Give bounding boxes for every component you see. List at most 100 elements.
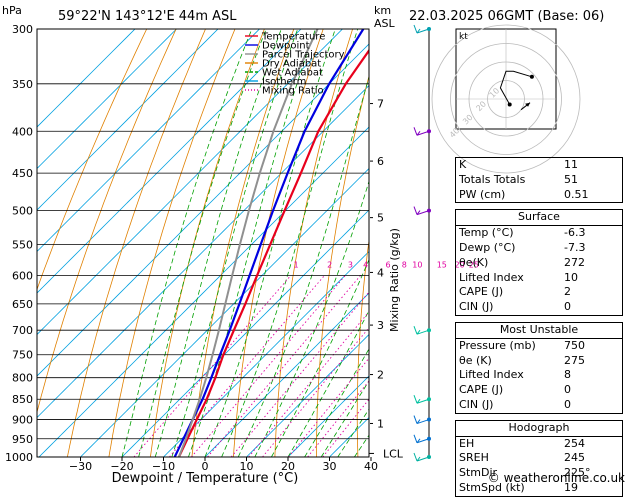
index-key: StmSpd (kt): [459, 481, 564, 496]
dry-adiabat-line: [67, 29, 205, 457]
pressure-tick-label: 850: [12, 393, 33, 406]
index-key: Totals Totals: [459, 173, 564, 188]
index-key: Pressure (mb): [459, 339, 564, 354]
wind-barb: [414, 416, 429, 424]
pressure-tick-label: 400: [12, 125, 33, 138]
mixing-ratio-label: 2: [327, 260, 332, 269]
dry-adiabat-line: [357, 29, 411, 457]
hodograph-unit: kt: [459, 32, 468, 42]
index-row: CIN (J)0: [456, 300, 622, 315]
mixing-ratio-lines: [134, 275, 469, 457]
x-tick-label: −30: [69, 460, 92, 473]
index-key: Temp (°C): [459, 226, 564, 241]
x-tick-label: 40: [364, 460, 378, 473]
km-tick-label: 2: [377, 369, 384, 382]
index-key: PW (cm): [459, 188, 564, 203]
index-key: K: [459, 158, 564, 173]
mixing-ratio-label: 15: [437, 260, 447, 269]
index-row: CAPE (J)2: [456, 285, 622, 300]
mixing-ratio-line: [289, 275, 437, 457]
pressure-tick-label: 750: [12, 349, 33, 362]
index-value: 225°: [564, 466, 622, 481]
dry-adiabat-line: [109, 29, 235, 457]
wind-barb: [414, 25, 429, 33]
index-value: 51: [564, 173, 622, 188]
pressure-tick-label: 800: [12, 372, 33, 385]
hodograph-start-dot: [508, 103, 512, 107]
index-row: PW (cm)0.51: [456, 188, 622, 203]
pressure-tick-label: 550: [12, 238, 33, 251]
mixing-ratio-label: 1: [294, 260, 299, 269]
legend-label: Mixing Ratio: [262, 86, 324, 97]
hodograph-end-dot: [530, 75, 534, 79]
index-key: CAPE (J): [459, 383, 564, 398]
index-row: CIN (J)0: [456, 398, 622, 413]
dry-adiabat-line: [150, 29, 264, 457]
index-key: SREH: [459, 451, 564, 466]
index-value: 272: [564, 256, 622, 271]
index-row: θe (K)275: [456, 354, 622, 369]
index-value: 19: [564, 481, 622, 496]
index-row: Pressure (mb)750: [456, 339, 622, 354]
km-tick-label: 7: [377, 98, 384, 111]
index-row: CAPE (J)0: [456, 383, 622, 398]
index-row: Temp (°C)-6.3: [456, 226, 622, 241]
index-value: 0.51: [564, 188, 622, 203]
index-row: Dewp (°C)-7.3: [456, 241, 622, 256]
wind-barb: [414, 395, 429, 403]
pressure-tick-label: 700: [12, 324, 33, 337]
index-value: 10: [564, 271, 622, 286]
mixing-ratio-axis-title: Mixing Ratio (g/kg): [388, 228, 401, 332]
pressure-tick-label: 350: [12, 78, 33, 91]
index-value: 254: [564, 437, 622, 452]
mixing-ratio-line: [134, 275, 291, 457]
pressure-tick-label: 600: [12, 269, 33, 282]
index-key: θe (K): [459, 354, 564, 369]
wind-barb: [414, 207, 429, 215]
most-unstable-title: Most Unstable: [456, 323, 622, 338]
index-key: CAPE (J): [459, 285, 564, 300]
index-key: CIN (J): [459, 300, 564, 315]
wet-adiabat-line: [122, 29, 252, 457]
km-tick-label: 1: [377, 417, 384, 430]
wind-barb: [414, 326, 429, 334]
km-tick-label: 4: [377, 266, 384, 279]
pressure-tick-labels: 3003504004505005506006507007508008509009…: [5, 23, 33, 464]
index-key: CIN (J): [459, 398, 564, 413]
hodograph-title: Hodograph: [456, 421, 622, 436]
index-value: 0: [564, 300, 622, 315]
x-axis-title: Dewpoint / Temperature (°C): [112, 471, 299, 486]
index-key: Lifted Index: [459, 368, 564, 383]
pressure-tick-label: 1000: [5, 451, 33, 464]
mixing-ratio-label: 4: [363, 260, 368, 269]
index-value: 750: [564, 339, 622, 354]
index-value: 0: [564, 383, 622, 398]
index-row: θe(K)272: [456, 256, 622, 271]
wind-profile: [414, 25, 431, 461]
height-unit-km: km: [374, 4, 391, 17]
isotherm-line: [0, 29, 384, 457]
index-value: 2: [564, 285, 622, 300]
index-key: θe(K): [459, 256, 564, 271]
x-tick-label: 30: [323, 460, 337, 473]
wind-barb: [414, 127, 429, 135]
pressure-tick-label: 450: [12, 167, 33, 180]
index-row: StmSpd (kt)19: [456, 481, 622, 496]
index-key: Lifted Index: [459, 271, 564, 286]
index-value: -6.3: [564, 226, 622, 241]
km-tick-label: 3: [377, 319, 384, 332]
pressure-unit-label: hPa: [2, 4, 22, 17]
